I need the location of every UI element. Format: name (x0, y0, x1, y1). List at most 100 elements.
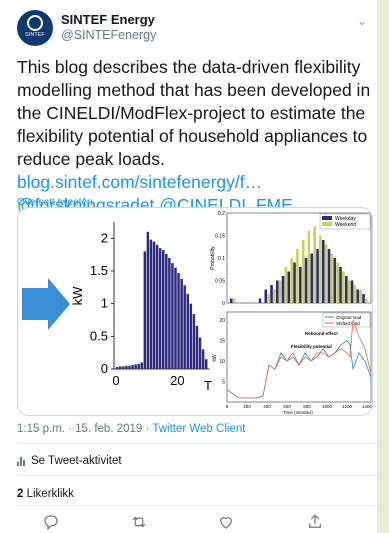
c2-bar-weekend (347, 280, 351, 303)
c1-bar (186, 293, 189, 369)
likes-label: Likerklikk (26, 488, 74, 500)
c2-bar-weekday (276, 280, 279, 303)
c1-bar (195, 325, 199, 369)
c3-xtick-label: 1200 (342, 404, 353, 409)
c2-bar-weekday (230, 298, 233, 303)
c3-xtick-label: 200 (243, 404, 251, 409)
divider (17, 443, 377, 444)
c2-bar-weekend (342, 271, 345, 303)
c2-bar-weekday (310, 253, 314, 303)
reply-icon[interactable] (42, 513, 60, 531)
c1-bar (192, 314, 196, 369)
c2-bar-weekend (353, 285, 357, 303)
divider (17, 505, 377, 506)
c3-line-original (226, 340, 372, 399)
c1-xtick-label: 20 (170, 373, 184, 388)
c2-bar-weekend (273, 289, 276, 303)
c2-bar-weekend (232, 298, 236, 303)
c2-bar-weekday (316, 249, 319, 303)
c1-bar (189, 303, 193, 369)
tweet-activity-link[interactable]: Se Tweet-aktivitet (17, 455, 122, 467)
c2-bar-weekday (362, 294, 365, 303)
c3-legend-box (322, 312, 371, 328)
c1-bar (119, 366, 122, 369)
c1-bar (174, 267, 177, 369)
c2-bar-weekday (258, 298, 262, 303)
retweet-icon[interactable] (130, 513, 148, 531)
c1-ytick-label: 0 (101, 361, 108, 376)
c2-legend-weekday: Weekday (335, 216, 356, 222)
c1-bar (201, 349, 205, 369)
c2-ytick-label: 0.15 (215, 234, 225, 240)
tweet-card: SINTEF SINTEF Energy @SINTEFenergy ⌄ Thi… (0, 0, 377, 533)
probability-chart: Probability Weekday Weekend 0 0.05 0.1 0.15… (210, 211, 372, 307)
c3-legend-original: Original load (336, 315, 362, 320)
c1-bar (122, 366, 125, 369)
c2-ytick-label: 0.2 (218, 211, 225, 217)
tweet-meta: 1:15 p.m. · 15. feb. 2019 · Twitter Web … (17, 423, 245, 435)
author-name[interactable]: SINTEF Energy (61, 12, 155, 27)
like-icon[interactable] (217, 513, 235, 531)
c1-bar (165, 254, 168, 369)
c2-bar-weekend (336, 262, 339, 303)
c1-bar (162, 250, 165, 369)
c2-bar-weekday (270, 285, 273, 303)
c2-bar-weekend (301, 240, 305, 303)
c2-bar-weekday (322, 240, 325, 303)
c1-bar (171, 263, 174, 369)
avatar[interactable]: SINTEF (17, 10, 53, 46)
author-handle[interactable]: @SINTEFenergy (61, 28, 157, 42)
c1-bar (168, 257, 171, 369)
c1-bar (158, 248, 162, 369)
c2-bar-weekend (296, 249, 299, 303)
c2-bar-weekend (330, 253, 334, 303)
c2-legend-swatch-weekend (322, 222, 332, 226)
c2-bar-weekday (287, 271, 291, 303)
c2-bar-weekday (350, 280, 354, 303)
c1-bar (140, 362, 143, 369)
c1-ytick-label: 1.5 (90, 263, 108, 278)
chevron-down-icon[interactable]: ⌄ (356, 14, 367, 28)
c1-bar (131, 365, 134, 369)
c3-annotation-rebound: Rebound effect (305, 331, 338, 336)
c1-ytick-label: 0.5 (90, 328, 108, 343)
c2-bar-weekend (290, 258, 293, 303)
c1-bar (152, 241, 156, 369)
load-line-chart: kW Time (minutes) Original load Shifted … (212, 311, 372, 415)
c1-ytick-label: 1 (101, 296, 108, 311)
timestamp[interactable]: 1:15 p.m. · 15. feb. 2019 · (17, 423, 150, 435)
c1-xlabel: T (204, 378, 212, 393)
translate-link[interactable]: Oversett tweeten (17, 197, 93, 208)
c1-bar (180, 278, 183, 369)
tweet-media[interactable]: kW T 0 0.5 1 1.5 2 0 20 Probability Weekday We… (17, 207, 373, 416)
c2-bar-weekday (264, 289, 268, 303)
c2-ylabel: Probability (210, 246, 216, 270)
c2-bar-weekday (333, 258, 337, 303)
c2-bar-weekend (319, 235, 322, 303)
c3-xtick-label: 800 (303, 404, 311, 409)
c1-bar (137, 363, 140, 369)
tweet-actions (17, 513, 377, 533)
c2-bar-weekend (359, 289, 362, 303)
c2-legend-swatch-weekday (322, 216, 332, 220)
c3-xtick-label: 1000 (322, 404, 333, 409)
share-icon[interactable] (306, 513, 324, 531)
c1-bar (183, 285, 186, 369)
c2-legend-box (319, 213, 371, 230)
likes-count: 2 (17, 488, 24, 500)
tweet-body: This blog describes the data-driven flex… (17, 57, 371, 169)
likes-summary[interactable]: 2 Likerklikk (17, 488, 74, 500)
c2-bar-weekday (281, 276, 285, 303)
c1-bar (125, 365, 128, 369)
client-link[interactable]: Twitter Web Client (152, 423, 246, 435)
c2-bar-weekend (307, 231, 311, 303)
divider (17, 475, 377, 476)
c2-bar-weekday (345, 276, 348, 303)
c3-ytick-label: 15 (219, 339, 225, 345)
tweet-link[interactable]: blog.sintef.com/sintefenergy/f… (17, 172, 263, 192)
c3-xtick-label: 1400 (362, 404, 372, 409)
c1-bar (155, 244, 159, 369)
c2-bar-weekend (284, 267, 288, 303)
c2-bar-weekday (356, 289, 360, 303)
c2-bar-weekend (324, 244, 328, 303)
